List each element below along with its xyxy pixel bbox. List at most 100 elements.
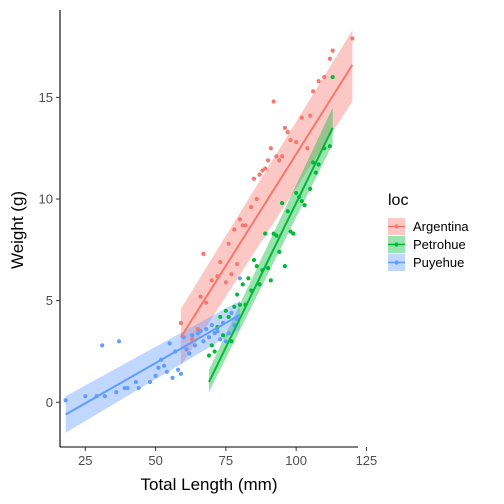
data-point-petrohue [279,200,285,206]
data-point-argentina [350,36,355,41]
data-point-petrohue [232,304,237,309]
data-point-argentina [299,115,304,120]
data-point-puyehue [218,337,223,342]
data-point-argentina [198,294,203,299]
data-point-argentina [282,125,288,130]
data-point-petrohue [302,203,307,208]
data-point-argentina [201,251,206,257]
data-point-petrohue [277,249,282,254]
data-point-argentina [263,166,268,171]
data-point-puyehue [147,379,153,385]
confidence-band-petrohue [209,107,333,393]
data-point-puyehue [116,339,122,344]
legend-key-point [394,224,399,229]
data-point-puyehue [226,331,231,336]
data-point-puyehue [170,375,175,380]
data-point-petrohue [291,231,296,236]
data-point-puyehue [237,276,243,281]
data-point-argentina [265,158,271,163]
data-point-argentina [268,146,273,151]
data-point-puyehue [201,339,206,344]
data-point-petrohue [274,233,279,238]
axes: 25 50 75 100 125 0 5 10 15 [39,10,378,468]
data-point-puyehue [192,343,198,348]
data-point-puyehue [125,385,130,391]
data-point-petrohue [251,257,257,263]
x-tick-label: 100 [285,453,307,468]
data-point-petrohue [299,198,304,204]
data-point-petrohue [330,74,335,80]
data-point-argentina [218,259,223,265]
y-tick-label: 15 [39,90,53,105]
y-tick-label: 0 [46,395,53,410]
data-point-puyehue [175,367,181,372]
data-point-argentina [288,137,293,143]
data-point-petrohue [246,276,251,281]
legend-title: loc [388,192,408,209]
data-point-argentina [249,205,254,210]
x-tick-label: 50 [148,453,162,468]
data-point-puyehue [153,373,158,378]
data-point-puyehue [178,371,183,376]
data-point-petrohue [229,339,234,344]
data-point-argentina [305,146,310,151]
x-tick-label: 75 [219,453,233,468]
data-point-argentina [274,154,279,159]
data-point-petrohue [223,308,228,313]
data-point-petrohue [226,314,231,320]
legend-label-puyehue: Puyehue [413,255,464,270]
data-point-petrohue [206,353,212,358]
data-point-puyehue [167,341,172,346]
data-point-puyehue [187,351,192,356]
data-point-petrohue [212,349,217,354]
y-tick-label: 10 [39,192,53,207]
data-point-puyehue [161,363,167,368]
legend: loc Argentina Petrohue Puyehue [388,192,469,271]
data-point-puyehue [184,347,189,352]
x-tick-label: 125 [356,453,378,468]
data-point-petrohue [220,333,226,338]
data-point-petrohue [263,231,268,236]
fit-line-puyehue [65,314,241,416]
data-point-argentina [285,129,290,135]
data-point-petrohue [313,170,318,175]
data-point-argentina [327,56,332,61]
data-point-petrohue [308,186,313,191]
data-point-argentina [235,261,240,267]
data-point-argentina [204,300,209,305]
legend-label-petrohue: Petrohue [413,237,466,252]
data-point-puyehue [209,322,214,328]
data-point-petrohue [294,190,299,196]
data-point-petrohue [254,264,259,269]
data-point-petrohue [285,209,290,214]
data-point-argentina [257,172,262,177]
data-point-argentina [232,227,237,232]
data-point-petrohue [316,162,321,167]
fit-line-petrohue [208,127,334,383]
data-point-puyehue [102,394,108,399]
data-point-argentina [209,278,214,283]
data-point-petrohue [209,343,214,348]
data-point-argentina [310,89,316,94]
y-axis-title: Weight (g) [8,191,27,269]
legend-key-point [394,242,399,247]
fit-line-argentina [180,64,354,338]
data-point-argentina [271,99,276,104]
data-point-argentina [243,223,248,228]
data-point-puyehue [133,379,139,385]
data-point-argentina [226,241,231,246]
data-point-puyehue [83,394,88,399]
legend-label-argentina: Argentina [413,219,469,234]
data-point-petrohue [240,282,245,287]
data-point-argentina [330,48,335,53]
data-point-argentina [237,217,243,222]
confidence-band-argentina [180,30,353,366]
data-point-puyehue [114,390,119,395]
data-point-petrohue [257,282,262,287]
data-point-puyehue [164,369,169,374]
data-point-puyehue [229,310,234,315]
data-point-puyehue [63,398,68,403]
data-point-argentina [251,176,257,181]
data-point-puyehue [198,329,203,334]
data-point-puyehue [215,329,220,334]
